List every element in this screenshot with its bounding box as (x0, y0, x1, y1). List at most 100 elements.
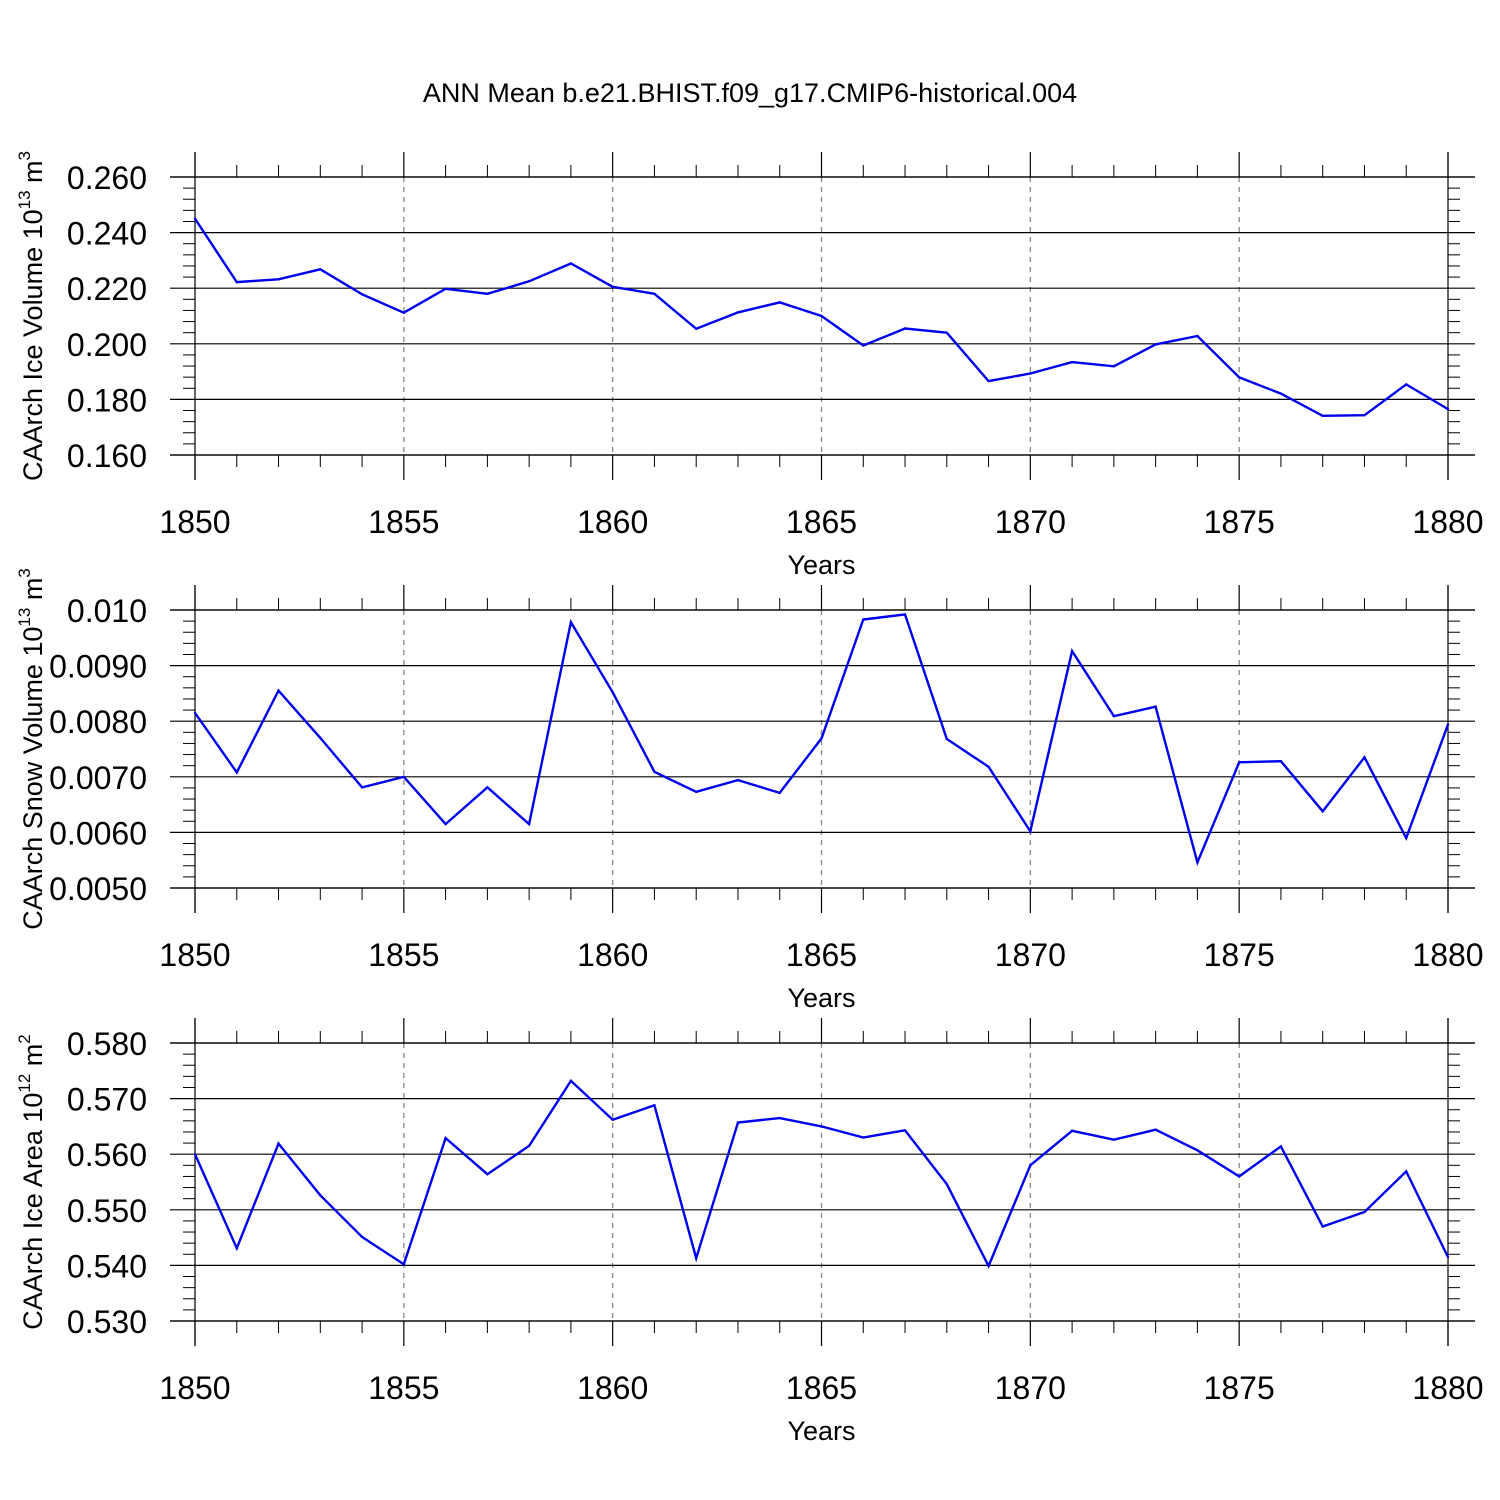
y-tick-label: 0.200 (67, 327, 147, 363)
x-axis-label: Years (787, 983, 855, 1013)
data-point (277, 278, 280, 281)
data-point (1321, 414, 1324, 418)
data-point (1196, 861, 1199, 864)
data-point (987, 1264, 990, 1268)
data-point (736, 778, 740, 782)
data-point (778, 1116, 781, 1120)
data-point (1070, 649, 1074, 653)
data-point (653, 292, 656, 295)
data-point (444, 1136, 447, 1140)
x-axis-label: Years (787, 1416, 855, 1446)
y-tick-label: 0.240 (67, 216, 147, 252)
data-point (402, 775, 406, 778)
x-tick-label: 1855 (368, 1370, 439, 1406)
data-point (1446, 407, 1450, 411)
x-tick-label: 1880 (1412, 504, 1483, 540)
data-point (778, 301, 781, 304)
data-point (1237, 1175, 1241, 1178)
data-point (736, 1121, 740, 1124)
x-tick-label: 1875 (1204, 937, 1275, 973)
data-point (695, 1256, 698, 1260)
data-point (319, 1194, 322, 1197)
data-point (1446, 1255, 1450, 1259)
data-point (193, 1153, 197, 1156)
x-tick-label: 1850 (159, 504, 230, 540)
data-point (778, 791, 781, 795)
data-point (1112, 365, 1116, 368)
data-point (736, 311, 740, 314)
data-point (1070, 1129, 1074, 1133)
data-point (862, 618, 865, 621)
data-point (360, 1235, 364, 1239)
data-point (235, 280, 238, 284)
data-point (1321, 810, 1324, 813)
data-point (653, 770, 656, 773)
x-tick-label: 1855 (368, 504, 439, 540)
data-point (319, 736, 322, 740)
x-tick-label: 1870 (995, 504, 1066, 540)
x-tick-label: 1875 (1204, 1370, 1275, 1406)
data-point (1154, 705, 1157, 708)
y-tick-label: 0.0090 (49, 649, 147, 685)
panel-1: 1850 1855 1860 1865 1870 1875 1880 0.160 0.180 0.… (15, 151, 1484, 580)
data-point (820, 737, 823, 740)
data-point (1154, 343, 1157, 346)
data-point (444, 287, 447, 290)
data-point (319, 268, 322, 271)
data-point (1154, 1128, 1157, 1131)
data-point (903, 1129, 907, 1132)
y-tick-label: 0.180 (67, 382, 147, 418)
data-point (277, 689, 280, 692)
x-tick-label: 1850 (159, 1370, 230, 1406)
panel-2: 1850 1855 1860 1865 1870 1875 1880 0.0050 0.0060… (15, 568, 1484, 1013)
data-point (1279, 760, 1283, 763)
y-tick-label: 0.010 (67, 593, 147, 629)
data-point (402, 311, 406, 314)
data-point (987, 765, 990, 768)
y-tick-label: 0.540 (67, 1248, 147, 1284)
data-point (486, 292, 489, 295)
data-point (569, 621, 573, 624)
data-point (444, 822, 447, 826)
x-tick-label: 1865 (786, 937, 857, 973)
x-tick-label: 1850 (159, 937, 230, 973)
data-point (569, 262, 573, 265)
data-point (862, 1136, 865, 1139)
data-point (1196, 1149, 1199, 1152)
x-axis-label: Years (787, 550, 855, 580)
data-point (1321, 1225, 1324, 1228)
data-point (1405, 836, 1408, 840)
data-point (945, 1183, 948, 1186)
data-point (402, 1263, 406, 1266)
x-tick-label: 1880 (1412, 937, 1483, 973)
x-tick-label: 1855 (368, 937, 439, 973)
data-point (1363, 756, 1366, 759)
y-axis-label: CAArch Ice Area 1012 m2 (15, 1034, 48, 1330)
data-point (903, 613, 907, 616)
x-tick-label: 1860 (577, 1370, 648, 1406)
data-point (527, 280, 531, 283)
x-tick-label: 1870 (995, 937, 1066, 973)
y-tick-label: 0.260 (67, 160, 147, 196)
x-tick-label: 1870 (995, 1370, 1066, 1406)
chart-title: ANN Mean b.e21.BHIST.f09_g17.CMIP6-histo… (422, 78, 1078, 108)
data-point (235, 771, 238, 774)
data-point (862, 344, 865, 347)
data-point (1196, 334, 1199, 338)
data-point (1279, 392, 1283, 395)
y-tick-label: 0.220 (67, 271, 147, 307)
x-tick-label: 1880 (1412, 1370, 1483, 1406)
data-point (486, 786, 489, 789)
data-point (695, 327, 698, 330)
data-point (987, 379, 990, 383)
y-tick-label: 0.550 (67, 1193, 147, 1229)
y-tick-label: 0.570 (67, 1082, 147, 1118)
y-tick-label: 0.0080 (49, 704, 147, 740)
data-point (360, 786, 364, 789)
data-point (1112, 714, 1116, 718)
data-point (527, 1144, 531, 1148)
y-tick-label: 0.0050 (49, 871, 147, 907)
data-point (235, 1246, 238, 1250)
y-tick-label: 0.160 (67, 438, 147, 474)
